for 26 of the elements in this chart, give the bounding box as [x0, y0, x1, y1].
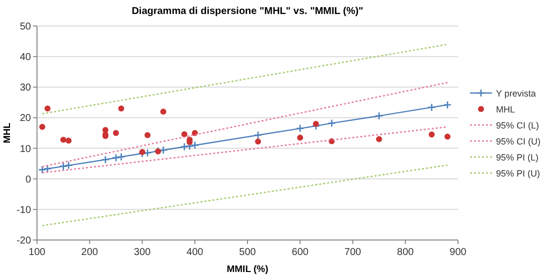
legend-label: 95% PI (U) [496, 168, 540, 178]
y-tick-label: 0 [25, 174, 32, 186]
y-axis-title: MHL [2, 122, 13, 144]
x-tick-label: 600 [292, 247, 309, 258]
y-tick-label: 50 [20, 22, 32, 32]
x-tick-label: 200 [81, 247, 98, 258]
x-tick-label: 800 [397, 247, 414, 258]
legend-label: 95% CI (L) [496, 120, 540, 130]
legend-label: Y prevista [496, 88, 536, 98]
x-axis-title: MMIL (%) [226, 264, 268, 275]
y-tick-label: -20 [16, 236, 32, 246]
legend-label: 95% CI (U) [496, 136, 541, 146]
x-tick-label: 300 [134, 247, 152, 258]
y-tick-label: 20 [20, 113, 32, 124]
x-tick-label: 400 [186, 247, 204, 258]
y-tick-label: -10 [16, 204, 32, 216]
x-tick-label: 100 [28, 247, 46, 258]
legend-label: 95% PI (L) [496, 152, 539, 162]
y-tick-label: 30 [20, 82, 32, 94]
x-tick-label: 900 [450, 247, 467, 258]
legend-label: MHL [496, 104, 516, 114]
chart-title: Diagramma di dispersione "MHL" vs. "MMIL (%)" [132, 6, 364, 17]
x-tick-label: 700 [344, 247, 362, 258]
y-tick-label: 40 [20, 52, 32, 64]
x-tick-label: 500 [239, 247, 256, 258]
y-tick-label: 10 [20, 144, 32, 155]
